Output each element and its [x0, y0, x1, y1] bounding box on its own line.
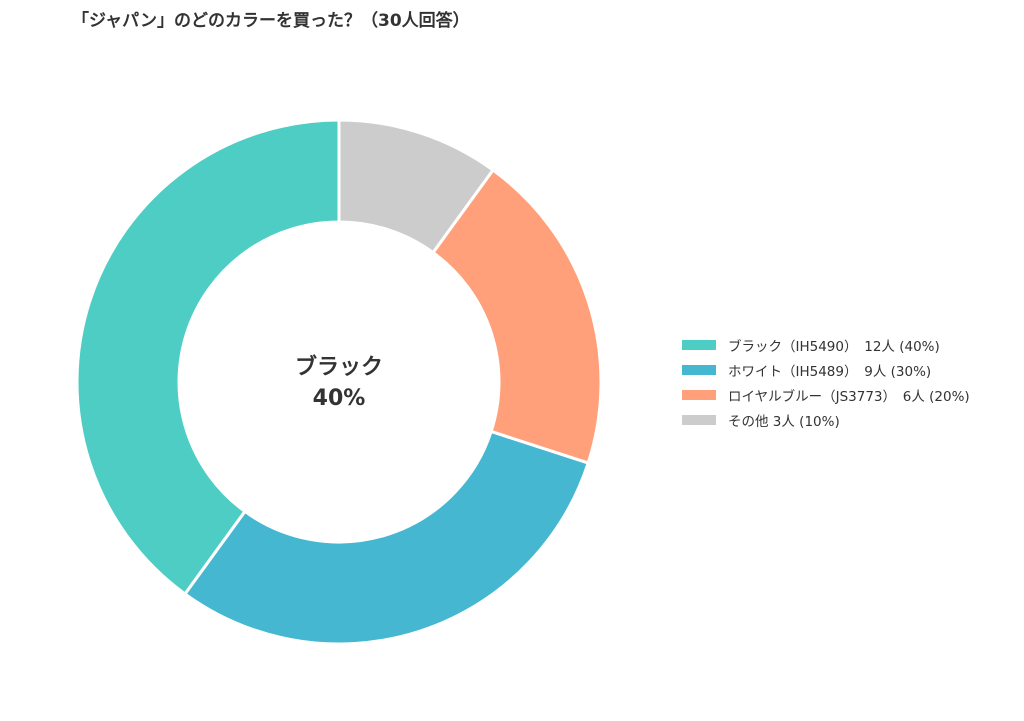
center-label-value: 40%	[313, 386, 366, 411]
legend-item-4: その他 3人 (10%)	[682, 407, 970, 432]
donut-slice-2	[182, 429, 591, 646]
legend-label: その他 3人 (10%)	[728, 413, 840, 430]
donut-slices	[75, 118, 603, 646]
legend-swatch	[682, 339, 716, 350]
legend-label: ホワイト（IH5489） 9人 (30%)	[728, 363, 932, 380]
legend-item-3: ロイヤルブルー（JS3773） 6人 (20%)	[682, 382, 970, 407]
legend-label: ロイヤルブルー（JS3773） 6人 (20%)	[728, 388, 970, 405]
donut-slice-3	[430, 167, 603, 465]
legend-swatch	[682, 364, 716, 375]
donut-slice-4	[337, 118, 496, 255]
legend-item-2: ホワイト（IH5489） 9人 (30%)	[682, 357, 970, 382]
legend-item-1: ブラック（IH5490） 12人 (40%)	[682, 332, 970, 357]
donut-slice-1	[75, 118, 341, 597]
legend: ブラック（IH5490） 12人 (40%) ホワイト（IH5489） 9人 (3…	[682, 332, 970, 432]
center-label-name: ブラック	[295, 354, 383, 380]
legend-swatch	[682, 389, 716, 400]
legend-label: ブラック（IH5490） 12人 (40%)	[728, 338, 940, 355]
legend-swatch	[682, 414, 716, 425]
chart-title: 「ジャパン」のどのカラーを買った？（30人回答）	[72, 11, 470, 31]
